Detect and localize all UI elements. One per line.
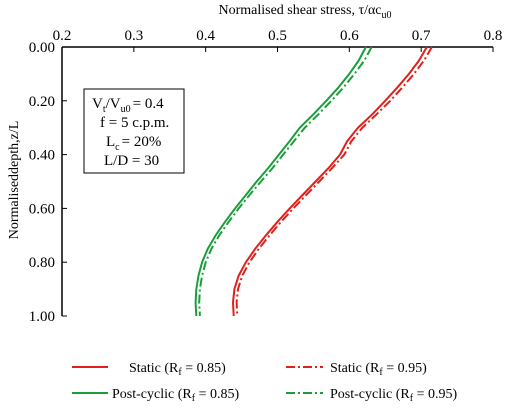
legend-label-4: Post-cyclic (Rf = 0.95) — [330, 387, 457, 404]
series-group — [194, 46, 433, 317]
x-tick-label: 0.8 — [484, 28, 503, 44]
annotation-line-1: Vt/Vu0 = 0.4 — [92, 96, 164, 115]
y-tick-label: 0.20 — [29, 94, 55, 110]
x-tick-label: 0.7 — [412, 28, 431, 44]
x-tick-labels: 0.2 0.3 0.4 0.5 0.6 0.7 0.8 — [53, 28, 503, 44]
series-line-2 — [235, 46, 433, 317]
y-axis-title: Normaliseddepth,z/L — [7, 121, 22, 240]
legend: Static (Rf = 0.85) Static (Rf = 0.95) Post… — [72, 361, 457, 404]
x-axis-title-main: Normalised shear stress, τ/αc — [218, 3, 381, 18]
y-tick-label: 1.00 — [29, 309, 55, 325]
x-tick-label: 0.5 — [268, 28, 287, 44]
x-tick-label: 0.3 — [124, 28, 143, 44]
legend-label-3: Post-cyclic (Rf = 0.85) — [112, 387, 239, 404]
x-tick-label: 0.2 — [53, 28, 72, 44]
annotation-box-border — [83, 88, 185, 174]
y-tick-label: 0.80 — [29, 255, 55, 271]
y-tick-label: 0.60 — [29, 201, 55, 217]
annotation-line-4: L/D = 30 — [104, 153, 159, 169]
annotation-line-3: Lc = 20% — [106, 134, 161, 153]
x-tick-label: 0.4 — [196, 28, 215, 44]
series-line-3 — [194, 46, 367, 317]
series-line-4 — [198, 46, 373, 317]
x-tick-label: 0.6 — [340, 28, 359, 44]
y-tick-label: 0.40 — [29, 148, 55, 164]
legend-label-2: Static (Rf = 0.95) — [330, 361, 427, 378]
series-line-1 — [232, 46, 428, 317]
x-axis-title-sub: u0 — [382, 10, 392, 21]
x-axis-title: Normalised shear stress, τ/αcu0 — [218, 3, 391, 21]
annotation-line-2: f = 5 c.p.m. — [100, 115, 169, 131]
annotation-box: Vt/Vu0 = 0.4 f = 5 c.p.m. Lc = 20% L/D = 3… — [83, 88, 185, 174]
y-tick-label: 0.00 — [29, 40, 55, 56]
legend-label-1: Static (Rf = 0.85) — [129, 361, 226, 378]
y-tick-labels: 0.00 0.20 0.40 0.60 0.80 1.00 — [29, 40, 55, 325]
axes — [61, 46, 494, 317]
